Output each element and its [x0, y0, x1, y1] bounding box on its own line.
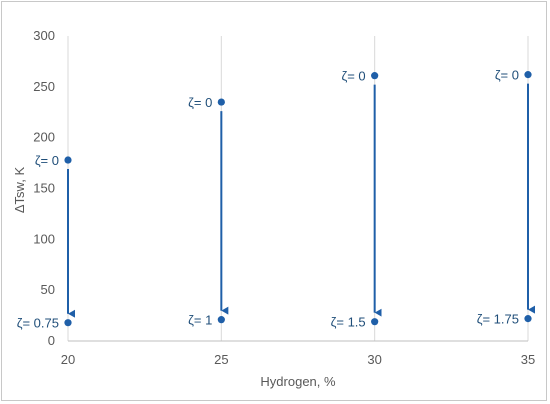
y-tick-label: 100 — [33, 231, 55, 246]
data-point — [371, 318, 379, 326]
y-tick-label: 250 — [33, 79, 55, 94]
y-tick-label: 300 — [33, 28, 55, 43]
y-tick-label: 0 — [48, 333, 55, 348]
x-tick-label: 20 — [61, 352, 75, 367]
y-axis-label: ΔTsw, K — [12, 167, 27, 214]
data-point — [217, 316, 225, 324]
x-tick-label: 30 — [367, 352, 381, 367]
data-label: ζ= 1 — [188, 313, 212, 328]
data-point — [64, 319, 72, 327]
y-tick-label: 200 — [33, 130, 55, 145]
x-tick-label: 35 — [521, 352, 535, 367]
data-point — [371, 72, 379, 80]
x-axis-label: Hydrogen, % — [260, 374, 336, 389]
data-label: ζ= 0 — [495, 68, 519, 83]
data-label: ζ= 0 — [35, 153, 59, 168]
y-tick-label: 150 — [33, 181, 55, 196]
data-label: ζ= 0 — [188, 95, 212, 110]
data-point — [217, 98, 225, 106]
data-point — [64, 156, 72, 164]
data-label: ζ= 0.75 — [17, 316, 59, 331]
data-point — [524, 71, 532, 79]
y-tick-label: 50 — [41, 282, 55, 297]
data-point — [524, 315, 532, 323]
data-label: ζ= 1.75 — [477, 312, 519, 327]
x-tick-label: 25 — [214, 352, 228, 367]
data-label: ζ= 0 — [341, 69, 365, 84]
data-label: ζ= 1.5 — [331, 315, 366, 330]
